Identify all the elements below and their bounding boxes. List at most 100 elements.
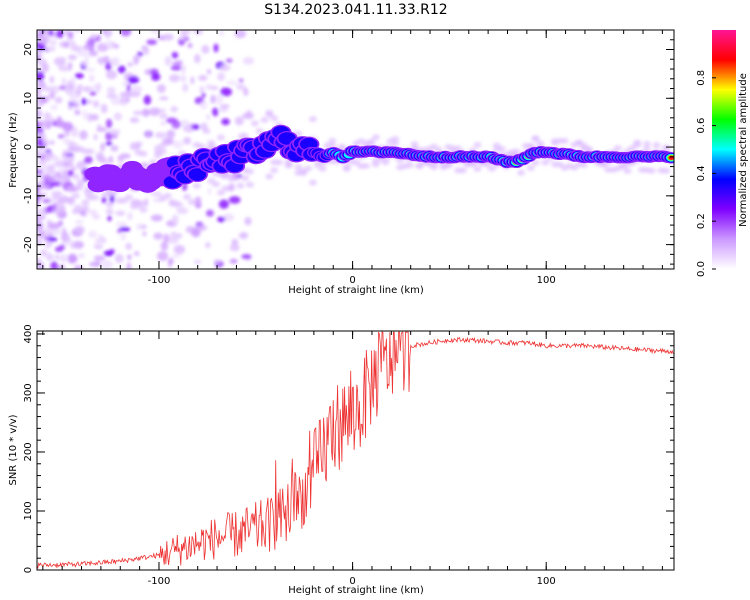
- halo-mark: [173, 200, 182, 207]
- speckle-mark: [76, 48, 89, 57]
- halo-mark: [265, 173, 274, 180]
- halo-mark: [71, 173, 80, 180]
- speckle-mark: [69, 77, 76, 86]
- halo-mark: [91, 194, 100, 201]
- speckle-mark: [82, 60, 89, 67]
- halo-mark: [560, 137, 569, 144]
- halo-mark: [37, 214, 46, 221]
- speckle-mark: [100, 142, 106, 152]
- speckle-mark: [218, 107, 229, 113]
- speckle-mark: [105, 131, 113, 142]
- halo-mark: [158, 142, 167, 149]
- halo-mark: [134, 141, 143, 148]
- speckle-mark: [172, 61, 182, 66]
- halo-mark: [405, 162, 414, 169]
- speckle-mark: [101, 196, 107, 204]
- speckle-mark: [218, 199, 229, 209]
- halo-mark: [270, 115, 279, 122]
- speckle-mark: [88, 74, 95, 82]
- speckle-mark: [39, 131, 47, 140]
- halo-mark: [497, 146, 506, 153]
- speckle-mark: [125, 243, 132, 250]
- halo-mark: [231, 175, 240, 182]
- speckle-mark: [97, 42, 109, 52]
- speckle-mark: [58, 65, 70, 71]
- speckle-mark: [108, 128, 121, 135]
- speckle-mark: [90, 33, 97, 40]
- speckle-mark: [195, 224, 208, 231]
- speckle-mark: [49, 228, 61, 236]
- speckle-mark: [213, 259, 222, 265]
- speckle-mark: [75, 160, 87, 170]
- speckle-mark: [236, 83, 246, 91]
- x-tick-label: 100: [537, 275, 556, 286]
- halo-mark: [531, 159, 540, 166]
- speckle-mark: [74, 219, 84, 225]
- speckle-mark: [123, 90, 132, 99]
- halo-mark: [76, 182, 85, 189]
- halo-mark: [42, 152, 51, 159]
- speckle-mark: [47, 155, 60, 161]
- speckle-mark: [47, 233, 53, 238]
- speckle-mark: [49, 75, 55, 84]
- halo-mark: [362, 162, 371, 169]
- speckle-mark: [48, 140, 56, 145]
- colorbar: 0.0 0.2 0.4 0.6 0.8 Normalized spectral ampl…: [696, 30, 749, 277]
- speckle-mark: [136, 51, 144, 57]
- speckle-mark: [238, 231, 249, 240]
- speckle-mark: [67, 54, 77, 61]
- speckle-mark: [217, 216, 226, 223]
- speckle-mark: [53, 88, 59, 94]
- speckle-mark: [219, 30, 225, 36]
- spectrogram-heatmap: [37, 30, 674, 269]
- y-tick-label: 0: [23, 567, 34, 573]
- halo-mark: [633, 139, 642, 146]
- halo-mark: [294, 164, 303, 171]
- speckle-mark: [242, 112, 254, 120]
- halo-mark: [236, 182, 245, 189]
- halo-mark: [183, 193, 192, 200]
- x-tick-label: -100: [148, 576, 171, 587]
- speckle-mark: [213, 43, 219, 53]
- y-tick-label: 10: [23, 92, 34, 105]
- speckle-mark: [199, 86, 205, 94]
- x-tick-label: 0: [349, 275, 355, 286]
- speckle-mark: [113, 112, 123, 121]
- speckle-mark: [106, 93, 118, 99]
- speckle-mark: [49, 90, 55, 100]
- halo-mark: [37, 192, 46, 199]
- speckle-mark: [153, 232, 163, 240]
- spectrogram-y-axis-label: Frequency (Hz): [8, 112, 19, 188]
- speckle-mark: [47, 30, 54, 36]
- speckle-mark: [37, 169, 43, 175]
- speckle-mark: [220, 87, 232, 97]
- speckle-mark: [59, 244, 66, 251]
- halo-mark: [245, 181, 254, 188]
- speckle-mark: [194, 196, 202, 207]
- figure-title: S134.2023.041.11.33.R12: [264, 2, 447, 18]
- speckle-mark: [156, 84, 166, 93]
- speckle-mark: [74, 109, 81, 116]
- speckle-mark: [206, 113, 211, 121]
- speckle-mark: [87, 112, 93, 123]
- halo-mark: [57, 197, 66, 204]
- speckle-mark: [58, 220, 64, 227]
- speckle-mark: [60, 56, 66, 67]
- speckle-mark: [190, 76, 195, 85]
- halo-mark: [57, 210, 66, 217]
- halo-mark: [579, 162, 588, 169]
- speckle-mark: [120, 233, 127, 241]
- speckle-mark: [73, 240, 84, 249]
- speckle-mark: [206, 68, 212, 75]
- speckle-mark: [73, 30, 82, 33]
- speckle-mark: [97, 124, 102, 129]
- speckle-mark: [171, 214, 179, 225]
- speckle-mark: [71, 127, 79, 138]
- halo-mark: [241, 175, 250, 182]
- speckle-mark: [166, 129, 176, 139]
- speckle-mark: [180, 74, 187, 83]
- speckle-mark: [42, 137, 48, 146]
- speckle-mark: [182, 83, 189, 93]
- speckle-mark: [114, 253, 124, 264]
- speckle-mark: [198, 74, 208, 82]
